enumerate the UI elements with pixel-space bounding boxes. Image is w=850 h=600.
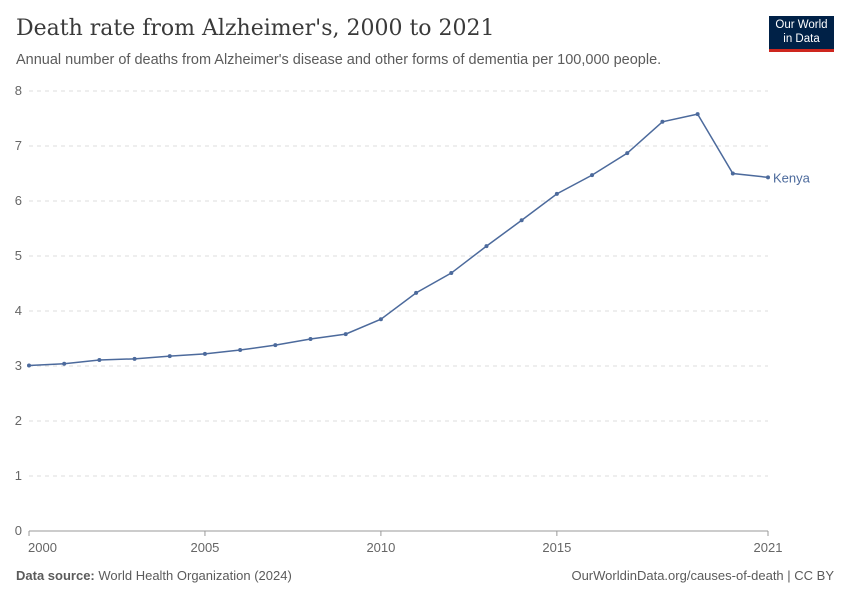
chart-subtitle: Annual number of deaths from Alzheimer's… [16, 52, 662, 68]
data-point [62, 361, 67, 366]
data-point [484, 244, 489, 249]
data-point [378, 317, 383, 322]
owid-logo[interactable]: Our World in Data [769, 16, 834, 52]
y-tick-label: 6 [15, 193, 22, 208]
y-tick-label: 2 [15, 413, 22, 428]
series-line-kenya [28, 113, 769, 367]
y-tick-label: 8 [15, 83, 22, 98]
x-tick-label: 2015 [542, 540, 571, 555]
data-point [202, 351, 207, 356]
data-point [695, 112, 700, 117]
source-url[interactable]: OurWorldinData.org/causes-of-death | CC … [571, 568, 834, 583]
data-point [273, 343, 278, 348]
y-tick-label: 1 [15, 468, 22, 483]
data-point [238, 348, 243, 353]
y-tick-label: 5 [15, 248, 22, 263]
data-point [554, 191, 559, 196]
data-point [414, 290, 419, 295]
y-tick-label: 3 [15, 358, 22, 373]
data-point [766, 175, 770, 180]
y-tick-label: 7 [15, 138, 22, 153]
source-text[interactable]: World Health Organization (2024) [98, 568, 292, 583]
x-tick-label: 2010 [366, 540, 395, 555]
data-point [132, 356, 137, 361]
data-point [625, 151, 630, 156]
data-point [730, 171, 735, 176]
data-point [660, 119, 665, 124]
chart-title: Death rate from Alzheimer's, 2000 to 202… [16, 16, 495, 41]
x-tick-label: 2005 [190, 540, 219, 555]
x-tick-label: 2021 [754, 540, 783, 555]
data-point [308, 337, 313, 342]
data-point [449, 271, 454, 276]
logo-line2: in Data [783, 33, 820, 45]
source-label: Data source: [16, 568, 95, 583]
series-label: Kenya [773, 170, 811, 185]
data-point [343, 332, 348, 337]
data-point [27, 363, 31, 368]
y-tick-label: 4 [15, 303, 22, 318]
data-point [97, 357, 102, 362]
data-point [167, 354, 172, 359]
y-tick-label: 0 [15, 523, 22, 538]
logo-line1: Our World [775, 19, 828, 31]
x-tick-label: 2000 [28, 540, 57, 555]
data-point [590, 173, 595, 178]
data-source: Data source: World Health Organization (… [16, 568, 292, 583]
data-point [519, 218, 524, 223]
